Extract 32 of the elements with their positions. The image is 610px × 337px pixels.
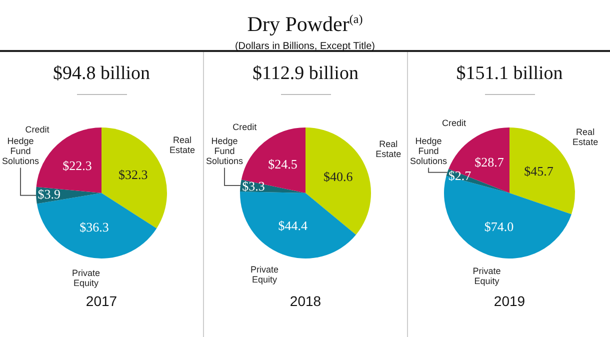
- data-label: $74.0: [484, 218, 514, 234]
- slice-label: Hedge Fund Solutions: [206, 136, 244, 166]
- data-label: $28.7: [474, 154, 504, 170]
- chart-title: $112.9 billion: [252, 63, 360, 85]
- slice-label: Real Estate: [376, 138, 402, 159]
- text: 2018: [288, 293, 322, 309]
- data-label: $3.3: [242, 178, 265, 194]
- chart-title: $94.8 billion: [52, 63, 152, 85]
- slice-label: Private Equity: [250, 264, 278, 285]
- slice-label: Credit: [25, 124, 50, 135]
- slice-label: Credit: [232, 122, 258, 132]
- text: 2017: [84, 293, 118, 309]
- data-label: $32.3: [118, 167, 148, 182]
- slice-label: Private Equity: [72, 268, 100, 288]
- data-label: $40.6: [323, 169, 354, 184]
- slice-label: Hedge Fund Solutions: [410, 136, 448, 166]
- data-label: $44.4: [278, 218, 308, 234]
- data-label: $24.5: [268, 156, 298, 172]
- data-label: $3.9: [38, 186, 61, 202]
- data-label: $22.3: [62, 158, 92, 173]
- slice-label: Real Estate: [169, 134, 196, 155]
- slice-label: Credit: [442, 118, 466, 128]
- data-label: $45.7: [524, 163, 554, 178]
- chart-title: $151.1 billion: [455, 63, 564, 85]
- text: (Dollars in Billions, Except Title): [234, 41, 376, 52]
- data-label: $2.7: [448, 168, 472, 183]
- text: Dry Powder$^{(a)}$: [246, 11, 364, 36]
- text: 2019: [492, 293, 526, 309]
- data-label: $36.3: [80, 220, 109, 235]
- slice-label: Private Equity: [472, 266, 501, 286]
- slice-label: Real Estate: [572, 126, 598, 147]
- slice-label: Hedge Fund Solutions: [2, 136, 40, 166]
